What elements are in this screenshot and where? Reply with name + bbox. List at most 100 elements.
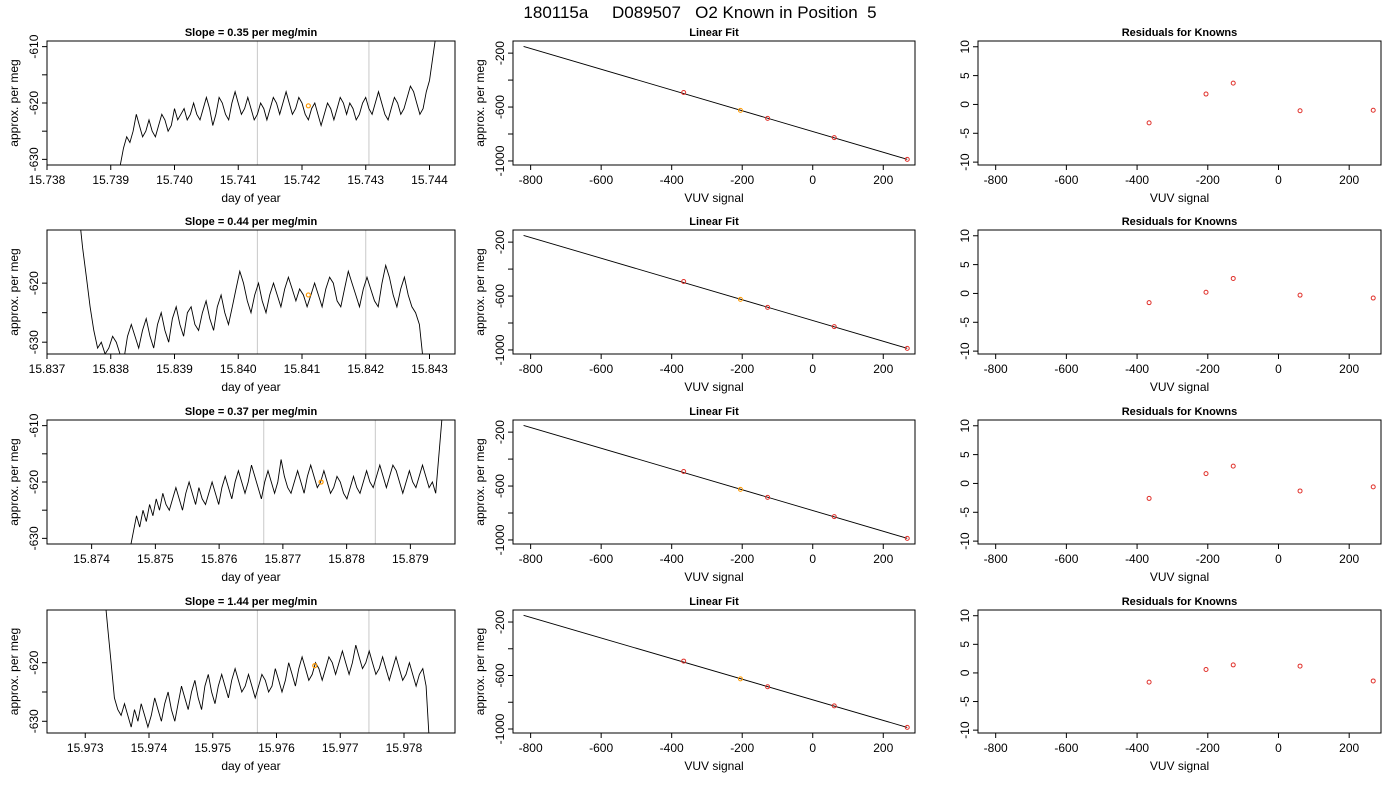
y-axis-label: approx. per meg [473, 628, 487, 715]
fit-line [523, 614, 908, 728]
y-tick-label: 5 [958, 641, 972, 648]
series-line [80, 230, 423, 354]
x-tick-label: 0 [1275, 741, 1282, 755]
chart-title: Slope = 0.44 per meg/min [185, 216, 318, 228]
x-axis-label: VUV signal [684, 380, 743, 394]
x-tick-label: -600 [1054, 552, 1078, 566]
x-tick-label: 200 [1339, 362, 1359, 376]
data-point [765, 115, 771, 121]
data-point [904, 724, 910, 730]
x-tick-label: -800 [519, 362, 543, 376]
y-tick-label: -1000 [493, 145, 507, 176]
y-tick-label: -200 [493, 610, 507, 634]
y-tick-label: 0 [958, 669, 972, 676]
data-point [681, 278, 687, 284]
x-tick-label: -400 [1125, 552, 1149, 566]
x-tick-label: -400 [1125, 173, 1149, 187]
x-tick-label: 15.978 [386, 741, 423, 755]
chart-panel-5: -800 -600 -400 -200 0 200 -200 -600 -1000 Linear … [473, 216, 916, 394]
y-tick-label: -620 [27, 650, 41, 674]
y-tick-label: -600 [493, 474, 507, 498]
data-point [1297, 292, 1303, 298]
y-tick-label: -10 [958, 342, 972, 360]
data-point [765, 684, 771, 690]
plot-area [105, 610, 430, 733]
x-tick-label: 200 [873, 741, 893, 755]
data-point [1297, 663, 1303, 669]
x-tick-label: -400 [660, 173, 684, 187]
y-tick-label: -5 [958, 317, 972, 328]
x-tick-label: -600 [1054, 173, 1078, 187]
highlight-marker [305, 103, 311, 109]
x-axis-label: day of year [221, 759, 280, 773]
x-tick-label: -200 [730, 552, 754, 566]
plot-frame [512, 609, 916, 734]
series-line [130, 420, 443, 544]
data-point [1370, 107, 1376, 113]
chart-title: Slope = 0.37 per meg/min [185, 406, 318, 418]
y-axis-label: approx. per meg [7, 59, 21, 146]
x-tick-label: 0 [1275, 552, 1282, 566]
plot-frame [977, 419, 1382, 545]
y-tick-label: -10 [958, 532, 972, 550]
y-tick-label: -600 [493, 284, 507, 308]
chart-panel-11: -800 -600 -400 -200 0 200 -200 -600 -1000 Linear … [473, 596, 916, 773]
data-point [1370, 295, 1376, 301]
x-tick-label: -600 [589, 741, 613, 755]
chart-title: Residuals for Knowns [1122, 596, 1238, 608]
data-point [904, 345, 910, 351]
highlight-marker [318, 479, 324, 485]
plot-frame [46, 229, 456, 355]
data-point [1146, 120, 1152, 126]
plot-frame [977, 229, 1382, 355]
x-tick-label: -200 [730, 362, 754, 376]
y-axis-label: approx. per meg [7, 628, 21, 715]
x-tick-label: 15.977 [322, 741, 359, 755]
y-tick-label: -610 [27, 413, 41, 437]
x-tick-label: 15.840 [220, 362, 257, 376]
x-tick-label: -400 [660, 552, 684, 566]
y-tick-label: -610 [27, 34, 41, 58]
data-point [1146, 679, 1152, 685]
y-tick-label: -5 [958, 696, 972, 707]
data-point [831, 514, 837, 520]
page-title: 180115a D089507 O2 Known in Position 5 [523, 3, 877, 22]
x-tick-label: -800 [519, 552, 543, 566]
x-axis-label: VUV signal [1150, 191, 1209, 205]
y-axis-label: approx. per meg [7, 248, 21, 335]
x-tick-label: -400 [1125, 362, 1149, 376]
data-point [1230, 463, 1236, 469]
plot-area [523, 614, 910, 730]
data-point [1203, 91, 1209, 97]
chart-panel-1: 15.738 15.739 15.740 15.741 15.742 15.743 15.7… [7, 27, 456, 205]
x-tick-label: 200 [1339, 741, 1359, 755]
x-tick-label: 15.741 [220, 173, 257, 187]
plot-frame [46, 419, 456, 545]
fit-line [523, 45, 908, 160]
x-tick-label: 15.839 [156, 362, 193, 376]
x-tick-label: 15.843 [411, 362, 448, 376]
y-axis-label: approx. per meg [473, 438, 487, 525]
x-tick-label: -200 [730, 173, 754, 187]
y-axis-label: approx. per meg [473, 248, 487, 335]
y-tick-label: -10 [958, 153, 972, 171]
data-point [1146, 300, 1152, 306]
series-line [105, 610, 430, 733]
x-tick-label: -600 [589, 362, 613, 376]
plot-area [1146, 80, 1376, 126]
y-tick-label: 5 [958, 72, 972, 79]
y-tick-label: 10 [958, 40, 972, 54]
plot-area [130, 420, 443, 544]
chart-panel-2: -800 -600 -400 -200 0 200 -200 -600 -1000 Linear … [473, 27, 916, 205]
x-tick-label: -800 [984, 552, 1008, 566]
chart-title: Residuals for Knowns [1122, 406, 1238, 418]
x-tick-label: 15.842 [347, 362, 384, 376]
x-tick-label: -800 [984, 362, 1008, 376]
x-tick-label: 200 [1339, 173, 1359, 187]
x-tick-label: -200 [1196, 173, 1220, 187]
x-tick-label: -600 [1054, 741, 1078, 755]
chart-panel-8: -800 -600 -400 -200 0 200 -200 -600 -1000 Linear … [473, 406, 916, 584]
data-point [1230, 275, 1236, 281]
x-tick-label: 15.742 [284, 173, 321, 187]
x-tick-label: 0 [809, 362, 816, 376]
